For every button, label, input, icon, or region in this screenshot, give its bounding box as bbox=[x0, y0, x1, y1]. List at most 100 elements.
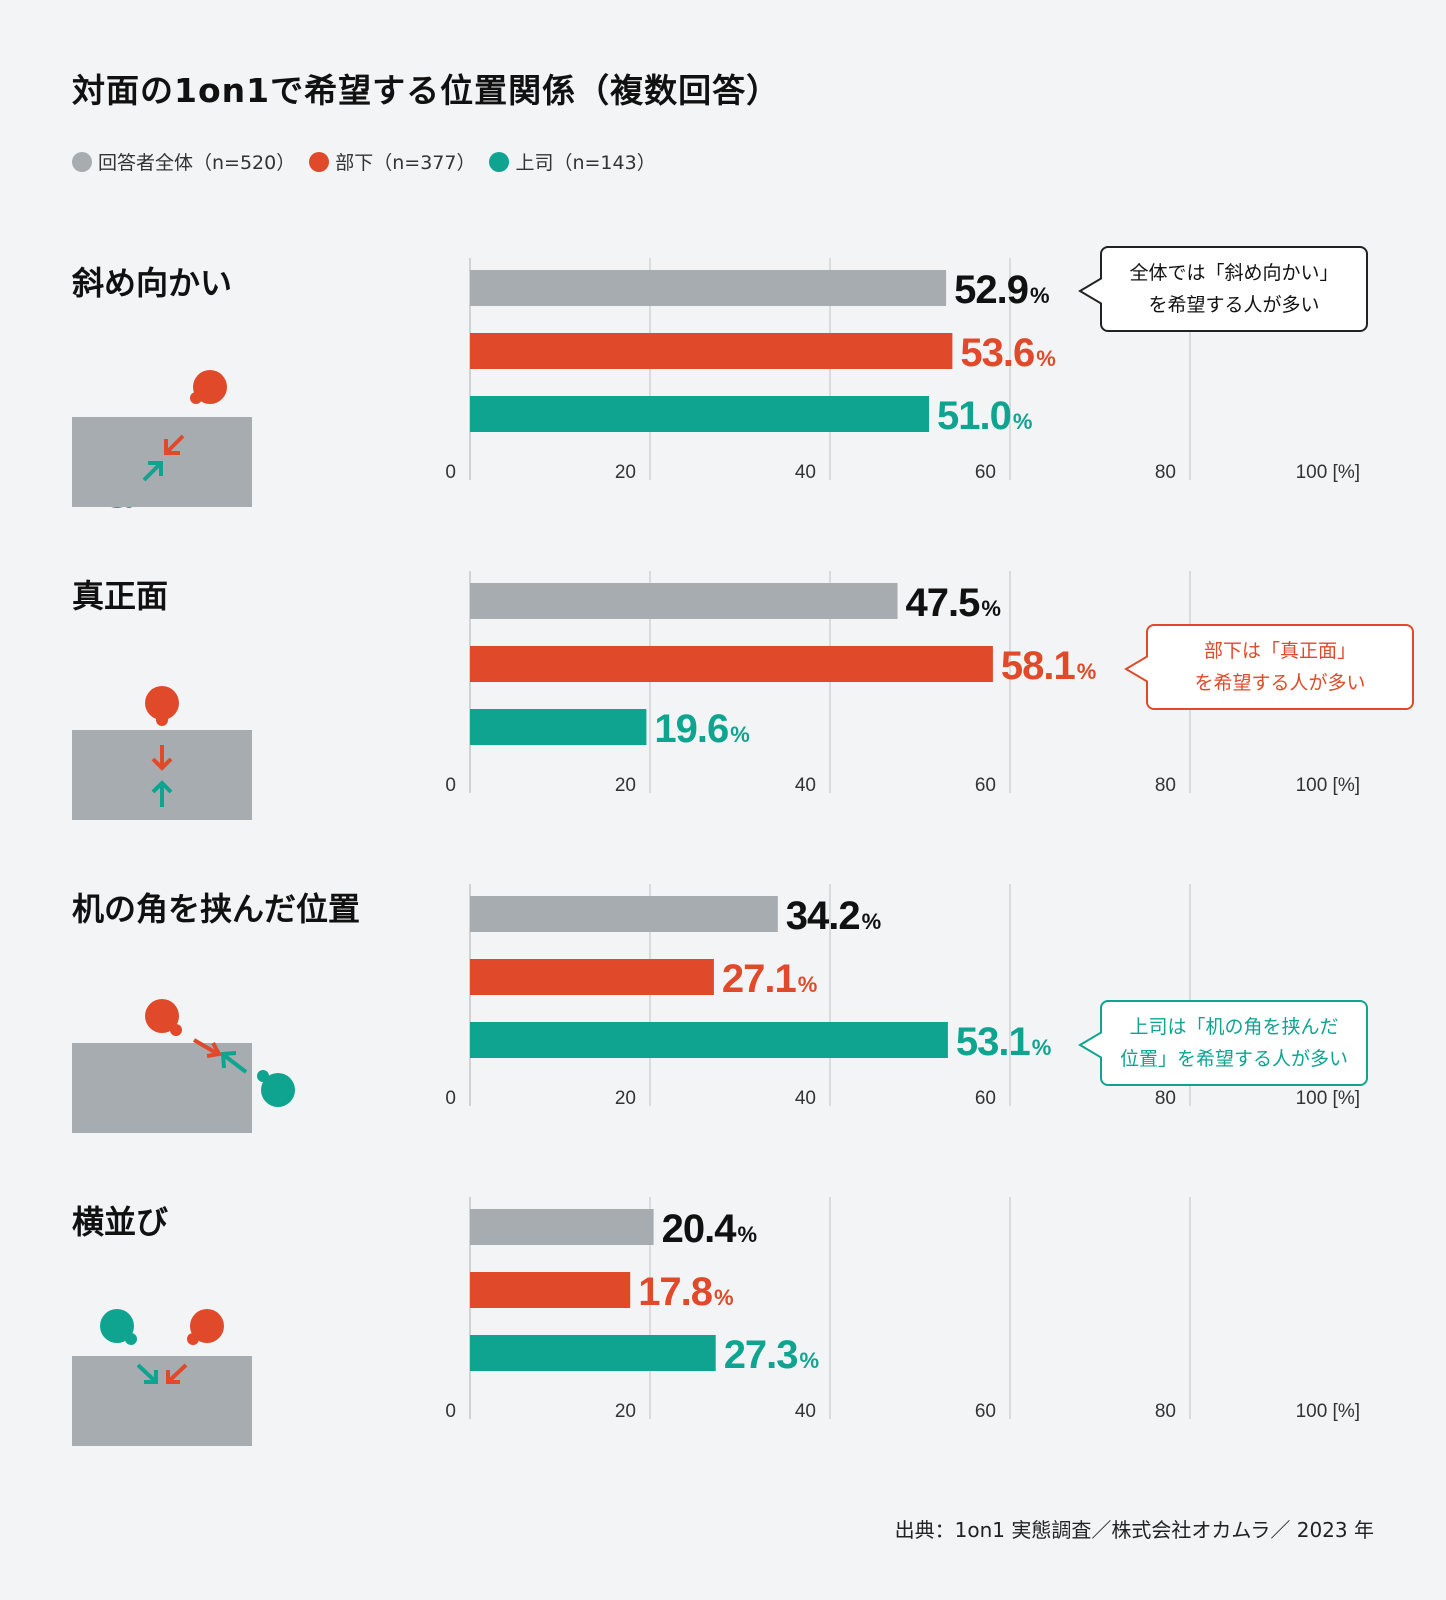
x-tick-label: 100 [%] bbox=[1296, 1401, 1360, 1422]
data-label: 17.8% bbox=[638, 1270, 733, 1314]
data-label: 58.1% bbox=[1001, 644, 1096, 688]
arrow-boss-icon bbox=[142, 461, 163, 482]
bar-chart-corner: 0 20 40 60 80 100 [%] 34.2% 27.1% 53.1% bbox=[445, 884, 1360, 1109]
panel-label: 斜め向かい bbox=[72, 264, 233, 302]
seating-illustration-face-to-face bbox=[72, 686, 252, 820]
x-tick-label: 100 [%] bbox=[1296, 775, 1360, 796]
callout-text: 全体では「斜め向かい」 を希望する人が多い bbox=[1129, 262, 1339, 316]
x-tick-label: 60 bbox=[975, 775, 996, 796]
bar bbox=[470, 646, 993, 682]
x-tick-label: 20 bbox=[615, 775, 636, 796]
x-tick-label: 80 bbox=[1155, 775, 1176, 796]
legend: 回答者全体（n=520） 部下（n=377） 上司（n=143） bbox=[72, 148, 670, 175]
data-label: 27.1% bbox=[722, 957, 817, 1001]
desk-shape bbox=[72, 1356, 252, 1446]
panel-side-by-side: 横並び 0 20 40 60 80 100 [%] 20.4% 17.8% 27.3% bbox=[0, 1197, 1446, 1497]
x-tick-label: 80 bbox=[1155, 1088, 1176, 1109]
callout-tail bbox=[1124, 656, 1148, 682]
data-label: 19.6% bbox=[654, 707, 749, 751]
panel-label: 真正面 bbox=[72, 577, 169, 615]
panel-diagonal: 斜め向かい 0 20 40 60 80 100 [%] 52.9% 53.6% 51.0% 全体… bbox=[0, 246, 1446, 558]
person-subordinate-icon bbox=[187, 1309, 224, 1345]
legend-item-boss: 上司（n=143） bbox=[489, 148, 656, 175]
x-tick-label: 40 bbox=[795, 1401, 816, 1422]
x-tick-label: 0 bbox=[445, 775, 456, 796]
x-tick-label: 60 bbox=[975, 1401, 996, 1422]
x-tick-label: 40 bbox=[795, 775, 816, 796]
x-tick-label: 0 bbox=[445, 462, 456, 483]
seating-illustration-diagonal bbox=[72, 370, 252, 508]
seating-illustration-corner bbox=[72, 999, 295, 1133]
data-label: 53.1% bbox=[956, 1020, 1051, 1064]
x-tick-label: 100 [%] bbox=[1296, 462, 1360, 483]
x-tick-label: 0 bbox=[445, 1088, 456, 1109]
bar-chart-side-by-side: 0 20 40 60 80 100 [%] 20.4% 17.8% 27.3% bbox=[445, 1197, 1360, 1422]
bar-chart-diagonal: 0 20 40 60 80 100 [%] 52.9% 53.6% 51.0% bbox=[445, 258, 1360, 483]
seating-illustration-side-by-side bbox=[72, 1309, 252, 1446]
bar bbox=[470, 709, 647, 745]
callout-corner: 上司は「机の角を挟んだ 位置」を希望する人が多い bbox=[1078, 1000, 1368, 1086]
person-subordinate-icon bbox=[190, 370, 227, 404]
data-label: 20.4% bbox=[662, 1207, 757, 1251]
bar bbox=[470, 1335, 716, 1371]
bar-chart-face-to-face: 0 20 40 60 80 100 [%] 47.5%58.1% 19.6% bbox=[445, 571, 1360, 796]
person-boss-icon bbox=[100, 1309, 137, 1345]
arrow-subordinate-icon bbox=[164, 434, 185, 455]
panel-face-to-face: 真正面 0 20 40 60 80 100 [%] 47.5% 58.1% 19.6% 部下は「… bbox=[0, 571, 1446, 871]
arrow-boss-icon bbox=[136, 1363, 158, 1384]
arrow-boss-icon bbox=[220, 1051, 248, 1074]
x-tick-label: 100 [%] bbox=[1296, 1088, 1360, 1109]
bar bbox=[470, 1272, 631, 1308]
x-tick-label: 40 bbox=[795, 462, 816, 483]
legend-swatch-all bbox=[72, 151, 92, 172]
panel-label: 机の角を挟んだ位置 bbox=[72, 890, 361, 928]
data-label: 53.6% bbox=[960, 331, 1055, 375]
bar bbox=[470, 583, 898, 619]
panel-label: 横並び bbox=[72, 1203, 169, 1241]
x-tick-label: 80 bbox=[1155, 462, 1176, 483]
callout-tail bbox=[1078, 278, 1102, 304]
person-boss-icon bbox=[257, 1070, 295, 1107]
bar bbox=[470, 896, 778, 932]
x-tick-label: 40 bbox=[795, 1088, 816, 1109]
data-label: 27.3% bbox=[724, 1333, 819, 1377]
callout-tail bbox=[1078, 1032, 1102, 1058]
bar bbox=[470, 333, 953, 369]
legend-swatch-subordinate bbox=[309, 151, 330, 172]
arrow-subordinate-icon bbox=[151, 745, 173, 771]
x-tick-label: 60 bbox=[975, 1088, 996, 1109]
bar bbox=[470, 396, 929, 432]
legend-label-subordinate: 部下（n=377） bbox=[335, 152, 476, 174]
bar bbox=[470, 270, 947, 306]
x-tick-label: 80 bbox=[1155, 1401, 1176, 1422]
bar bbox=[470, 1209, 654, 1245]
person-boss-icon bbox=[111, 507, 133, 508]
data-label: 34.2% bbox=[786, 894, 881, 938]
legend-item-subordinate: 部下（n=377） bbox=[309, 148, 475, 175]
bar bbox=[470, 959, 714, 995]
callout-text: 上司は「机の角を挟んだ 位置」を希望する人が多い bbox=[1119, 1016, 1348, 1070]
x-tick-label: 60 bbox=[975, 462, 996, 483]
source-note: 出典：1on1 実態調査／株式会社オカムラ／ 2023 年 bbox=[894, 1518, 1374, 1542]
legend-label-all: 回答者全体（n=520） bbox=[98, 152, 296, 174]
arrow-boss-icon bbox=[151, 780, 173, 807]
legend-item-all: 回答者全体（n=520） bbox=[72, 148, 295, 175]
x-tick-label: 20 bbox=[615, 462, 636, 483]
person-subordinate-icon bbox=[145, 999, 182, 1036]
legend-label-boss: 上司（n=143） bbox=[515, 152, 656, 174]
data-label: 51.0% bbox=[937, 394, 1032, 438]
arrow-subordinate-icon bbox=[192, 1038, 223, 1058]
x-tick-label: 20 bbox=[615, 1401, 636, 1422]
callout-text: 部下は「真正面」 を希望する人が多い bbox=[1194, 640, 1366, 694]
legend-swatch-boss bbox=[489, 151, 510, 172]
arrow-subordinate-icon bbox=[166, 1363, 188, 1384]
panel-corner: 机の角を挟んだ位置 0 20 40 60 80 100 [%] 34.2% 27.1% 53.1… bbox=[0, 884, 1446, 1184]
data-label: 52.9% bbox=[954, 268, 1049, 312]
callout-diagonal: 全体では「斜め向かい」 を希望する人が多い bbox=[1078, 246, 1368, 332]
chart-title: 対面の1on1で希望する位置関係（複数回答） bbox=[72, 71, 781, 110]
person-subordinate-icon bbox=[145, 686, 179, 726]
bar bbox=[470, 1022, 948, 1058]
data-label: 47.5% bbox=[906, 581, 1001, 625]
x-tick-label: 20 bbox=[615, 1088, 636, 1109]
x-tick-label: 0 bbox=[445, 1401, 456, 1422]
